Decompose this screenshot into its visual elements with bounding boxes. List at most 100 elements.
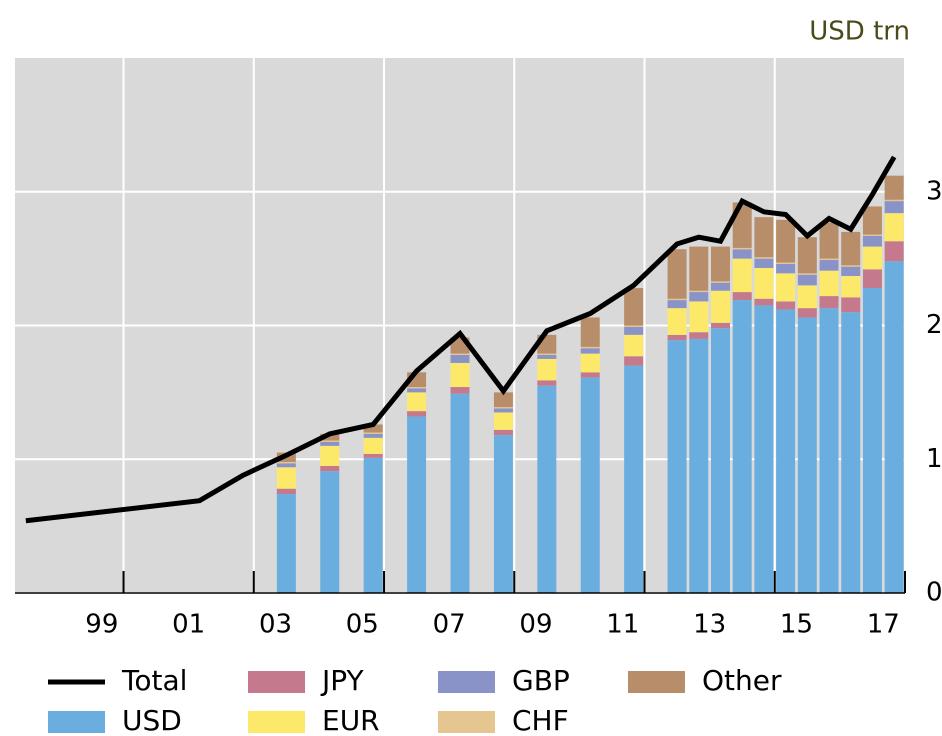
bar-segment [862,246,882,270]
bar-segment [710,322,730,329]
bar-segment [710,282,730,291]
bar-segment [537,385,557,593]
bar-segment [841,297,861,313]
bar-segment [537,353,557,355]
x-tick-label: 11 [606,610,639,640]
bar-segment [276,463,296,468]
bar-segment [732,247,752,250]
bar-segment [797,308,817,318]
bar-segment [754,267,774,299]
bar-segment [841,312,861,593]
bar-segment [732,292,752,301]
bar-segment [884,199,904,202]
x-tick-label: 15 [780,610,813,640]
legend-swatch [438,671,495,693]
bar-segment [667,308,687,335]
bar-segment [819,258,839,260]
bar-segment [819,259,839,271]
bar-segment [363,424,383,433]
bar-segment [710,281,730,283]
bar-segment [493,407,513,409]
bar-segment [884,261,904,593]
bar-segment [276,461,296,464]
bar-segment [320,433,340,441]
legend-label: Total [121,664,187,697]
legend-label: JPY [320,664,365,697]
bar-segment [537,358,557,381]
x-tick-label: 03 [259,610,292,640]
bar-segment [797,285,817,309]
bar-segment [732,249,752,259]
legend-label: GBP [512,664,570,697]
bar-segment [841,266,861,277]
bar-segment [493,392,513,408]
bar-segment [797,274,817,286]
bar-segment [884,213,904,242]
bar-segment [537,380,557,386]
bar-segment [754,258,774,268]
bar-segment [667,249,687,299]
bar-segment [776,309,796,593]
bar-segment [667,300,687,309]
x-tick-label: 13 [693,610,726,640]
bar-segment [407,411,427,417]
bar-segment [754,257,774,259]
bar-segment [797,273,817,275]
legend-swatch [628,671,685,693]
bar-segment [580,317,600,347]
bar-segment [624,356,644,366]
bar-segment [754,217,774,258]
bar-segment [450,393,470,593]
bar-segment [537,354,557,359]
bar-segment [580,377,600,593]
bar-segment [732,300,752,593]
y-tick-label: 1 [926,444,942,474]
bar-segment [450,362,470,388]
bar-segment [320,445,340,466]
bar-segment [493,412,513,430]
legend-swatch [48,711,105,733]
bar-segment [862,288,882,593]
unit-label: USD trn [809,17,910,47]
bar-segment [819,270,839,297]
bar-segment [363,432,383,434]
bar-segment [884,175,904,200]
y-tick-label: 2 [926,310,942,340]
bar-segment [407,387,427,389]
x-tick-label: 01 [172,610,205,640]
bar-segment [667,340,687,593]
bar-segment [276,488,296,495]
bar-segment [862,234,882,236]
bar-segment [776,301,796,310]
bar-segment [667,334,687,341]
bar-segment [276,494,296,593]
bar-segment [624,334,644,357]
legend-swatch [438,711,495,733]
bar-segment [407,392,427,412]
bar-segment [689,332,709,339]
x-tick-label: 17 [867,610,900,640]
bar-segment [797,317,817,593]
bar-segment [320,440,340,442]
legend-swatch [248,711,305,733]
bar-segment [493,435,513,593]
bar-segment [363,453,383,458]
bar-segment [841,276,861,298]
legend-label: USD [122,704,182,736]
bar-segment [689,301,709,333]
bar-segment [320,465,340,472]
bar-segment [841,265,861,267]
bar-segment [710,290,730,323]
bar-segment [580,353,600,373]
bar-segment [667,298,687,301]
bar-segment [689,292,709,302]
bar-segment [819,308,839,593]
bar-segment [624,325,644,327]
bar-segment [797,237,817,274]
bar-segment [624,365,644,593]
bar-segment [710,246,730,282]
bar-segment [776,262,796,264]
bar-segment [754,305,774,593]
bar-segment [776,273,796,302]
